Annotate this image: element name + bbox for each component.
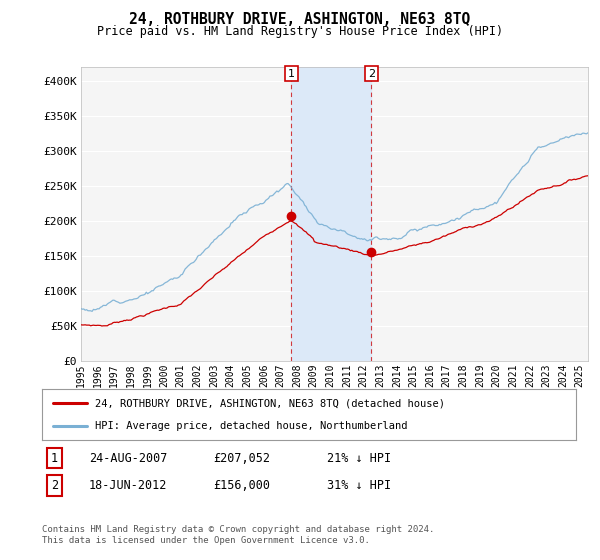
- Text: 1: 1: [51, 451, 58, 465]
- Text: 18-JUN-2012: 18-JUN-2012: [89, 479, 167, 492]
- Text: 2: 2: [368, 69, 375, 78]
- Text: HPI: Average price, detached house, Northumberland: HPI: Average price, detached house, Nort…: [95, 422, 408, 432]
- Bar: [291, 67, 371, 361]
- Text: £207,052: £207,052: [213, 451, 270, 465]
- Text: 24-AUG-2007: 24-AUG-2007: [89, 451, 167, 465]
- Text: Price paid vs. HM Land Registry's House Price Index (HPI): Price paid vs. HM Land Registry's House …: [97, 25, 503, 38]
- Text: 31% ↓ HPI: 31% ↓ HPI: [327, 479, 391, 492]
- Text: 24, ROTHBURY DRIVE, ASHINGTON, NE63 8TQ: 24, ROTHBURY DRIVE, ASHINGTON, NE63 8TQ: [130, 12, 470, 27]
- Text: 2: 2: [51, 479, 58, 492]
- Text: Contains HM Land Registry data © Crown copyright and database right 2024.
This d: Contains HM Land Registry data © Crown c…: [42, 525, 434, 545]
- Text: £156,000: £156,000: [213, 479, 270, 492]
- Text: 1: 1: [288, 69, 295, 78]
- Text: 24, ROTHBURY DRIVE, ASHINGTON, NE63 8TQ (detached house): 24, ROTHBURY DRIVE, ASHINGTON, NE63 8TQ …: [95, 398, 445, 408]
- Text: 21% ↓ HPI: 21% ↓ HPI: [327, 451, 391, 465]
